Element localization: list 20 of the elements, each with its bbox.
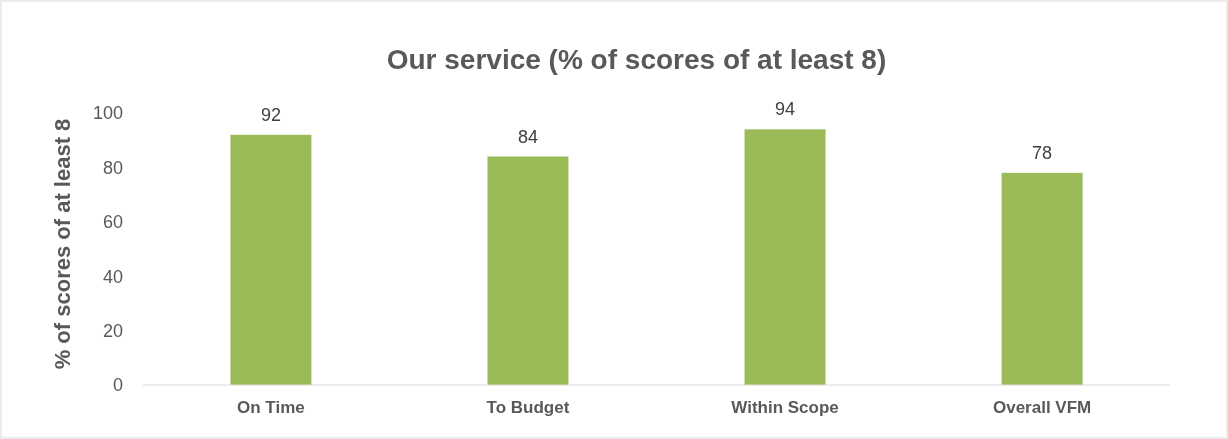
chart-title: Our service (% of scores of at least 8): [386, 44, 887, 75]
bar: [487, 156, 569, 385]
x-tick-label: Overall VFM: [992, 398, 1092, 417]
y-axis-title: % of scores of at least 8: [50, 118, 75, 370]
data-label: 84: [517, 126, 538, 147]
data-label: 92: [260, 104, 281, 125]
x-tick-label: To Budget: [486, 398, 570, 417]
data-label: 94: [775, 99, 796, 120]
y-tick-label: 100: [92, 103, 123, 124]
y-tick-label: 40: [102, 266, 123, 287]
bar: [744, 129, 826, 385]
x-tick-label: Within Scope: [731, 398, 839, 417]
bar: [1001, 172, 1083, 385]
y-tick-label: 0: [112, 375, 123, 396]
data-label: 78: [1032, 142, 1053, 163]
bar: [230, 134, 312, 385]
y-tick-label: 80: [102, 157, 123, 178]
y-tick-label: 20: [102, 320, 123, 341]
x-tick-label: On Time: [237, 398, 305, 417]
y-tick-label: 60: [102, 212, 123, 233]
